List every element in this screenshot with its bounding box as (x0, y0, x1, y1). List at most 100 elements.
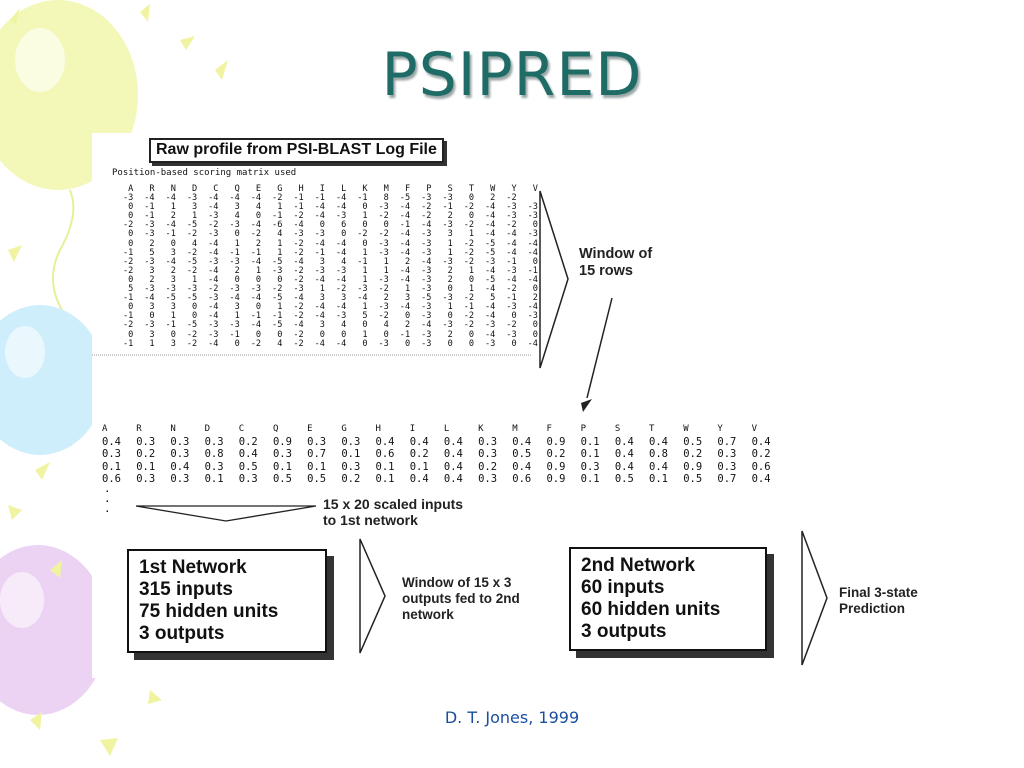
matrix-cell: -4 (250, 220, 262, 231)
matrix-cell: -5 (165, 293, 176, 304)
scaled-cell: 0.1 (375, 460, 395, 473)
matrix-cell: -3 (144, 229, 155, 240)
network-1-line: 315 inputs (139, 579, 233, 600)
matrix-cell: -4 (208, 274, 219, 285)
matrix-row: -2 -3 -4 -5 -2 -3 -4 -6 -4 0 6 0 0 -1 -4 -3 -2 -4 -2 0 (112, 221, 538, 230)
matrix-cell: -2 (378, 211, 389, 222)
matrix-cell: -1 (314, 193, 325, 204)
matrix-cell: -2 (186, 329, 198, 340)
matrix-cell: -4 (229, 293, 240, 304)
matrix-cell: -4 (399, 202, 411, 213)
scaled-cell: 0.4 (614, 460, 634, 473)
matrix-cell: -2 (293, 311, 304, 322)
scaled-cell: 0.4 (751, 435, 771, 448)
matrix-cell: -4 (314, 202, 325, 213)
matrix-cell: -4 (293, 220, 304, 231)
scaled-cell: 0.3 (238, 473, 258, 486)
scaled-cell: 0.1 (580, 448, 600, 461)
matrix-cell: -2 (293, 211, 304, 222)
matrix-cell: -4 (250, 193, 262, 204)
matrix-cell: 3 (234, 302, 240, 313)
matrix-cell: -4 (399, 247, 411, 258)
aa-header: G (277, 184, 283, 194)
matrix-cell: 3 (149, 265, 155, 276)
matrix-cell: 1 (277, 238, 283, 249)
scaled-cell: 0.2 (478, 460, 498, 473)
scaled-cell: 0.7 (717, 473, 737, 486)
matrix-cell: 0 (128, 302, 134, 313)
scaled-cell: 0.2 (409, 448, 429, 461)
matrix-cell: -1 (122, 293, 134, 304)
matrix-cell: -3 (442, 320, 453, 331)
matrix-cell: 4 (277, 338, 283, 349)
matrix-cell: -3 (357, 284, 368, 295)
matrix-cell: -4 (314, 311, 325, 322)
matrix-cell: -3 (442, 256, 453, 267)
network-2-line: 2nd Network (581, 555, 696, 576)
matrix-cell: -3 (527, 229, 538, 240)
scaled-cell: 0.4 (170, 460, 190, 473)
scaled-cell: 0.4 (512, 435, 532, 448)
scaled-aa-header: A (102, 424, 108, 434)
citation: D. T. Jones, 1999 (444, 708, 580, 727)
scaled-cell: 0.9 (546, 435, 566, 448)
matrix-cell: -1 (144, 202, 155, 213)
matrix-cell: 0 (128, 211, 134, 222)
scaled-body: 0.4 0.3 0.3 0.3 0.2 0.9 0.3 0.3 0.4 0.4 0.4 0.3 0.4 0… (102, 436, 786, 486)
matrix-row: 0 -1 2 1 -3 4 0 -1 -2 -4 -3 1 -2 -4 -2 2 0 -4 -3 -3 (112, 212, 538, 221)
scaled-aa-header: G (341, 424, 347, 434)
matrix-cell: 2 (404, 256, 411, 267)
matrix-cell: -2 (293, 338, 304, 349)
scaled-cell: 0.2 (341, 473, 361, 486)
matrix-cell: 2 (447, 265, 453, 276)
raw-profile-label: Raw profile from PSI-BLAST Log File (149, 138, 444, 163)
matrix-cell: -2 (186, 338, 198, 349)
matrix-cell: -3 (378, 202, 389, 213)
scaled-cell: 0.5 (683, 435, 703, 448)
matrix-cell: -4 (484, 284, 496, 295)
matrix-cell: -4 (314, 338, 325, 349)
matrix-cell: 3 (447, 229, 453, 240)
window-bracket-arrow (539, 190, 569, 369)
matrix-cell: -3 (378, 274, 389, 285)
funnel-arrow (135, 505, 317, 522)
matrix-cell: 0 (532, 256, 538, 267)
matrix-cell: -1 (272, 311, 283, 322)
matrix-cell: 1 (468, 284, 475, 295)
network-2-box: 2nd Network 60 inputs 60 hidden units 3 … (569, 547, 767, 651)
matrix-cell: 1 (192, 211, 198, 222)
matrix-cell: 3 (170, 247, 176, 258)
matrix-cell: -4 (421, 256, 432, 267)
matrix-cell: -2 (463, 320, 475, 331)
matrix-cell: -3 (442, 293, 453, 304)
scaled-cell: 0.3 (170, 473, 190, 486)
matrix-cell: 1 (447, 247, 453, 258)
matrix-cell: 0 (149, 311, 155, 322)
scaled-cell: 0.4 (614, 448, 634, 461)
aa-header: A (128, 184, 134, 194)
matrix-cell: -3 (378, 302, 389, 313)
scaled-cell: 0.3 (136, 473, 156, 486)
matrix-cell: -4 (314, 302, 325, 313)
matrix-cell: -3 (421, 329, 432, 340)
scaled-cell: 0.5 (512, 448, 532, 461)
matrix-cell: -2 (122, 256, 134, 267)
matrix-cell: -3 (421, 284, 432, 295)
matrix-cell: -1 (463, 302, 475, 313)
matrix-cell: 3 (192, 202, 198, 213)
matrix-cell: -4 (484, 311, 496, 322)
matrix-cell: -2 (293, 302, 304, 313)
matrix-cell: 3 (170, 302, 176, 313)
matrix-cell: 5 (362, 311, 368, 322)
matrix-cell: -4 (229, 193, 240, 204)
matrix-cell: -2 (378, 311, 389, 322)
matrix-cell: -1 (229, 329, 240, 340)
scoring-matrix: A R N D C Q E G H I L K M F P S T W Y V … (112, 184, 538, 349)
matrix-cell: -4 (484, 211, 496, 222)
matrix-cell: 0 (362, 238, 368, 249)
scaled-cell: 0.3 (272, 448, 292, 461)
scaled-aa-header: Q (272, 424, 279, 434)
matrix-cell: 1 (277, 202, 283, 213)
matrix-cell: -4 (293, 320, 304, 331)
matrix-cell: 1 (319, 284, 325, 295)
